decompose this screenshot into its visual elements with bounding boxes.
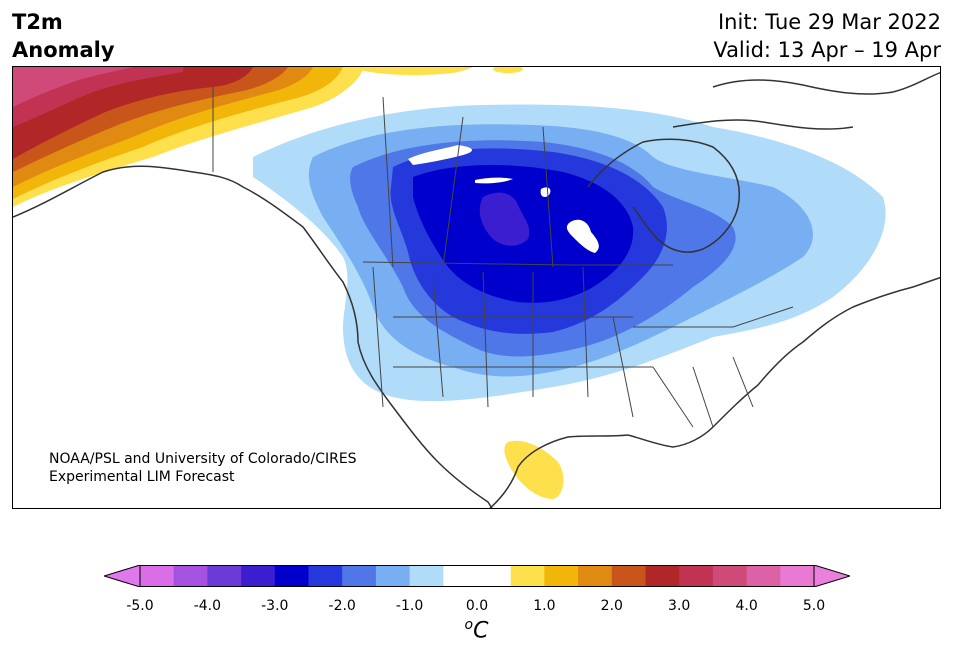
colorbar-cell [140,565,175,587]
colorbar-cell [308,565,343,587]
colorbar-cell [510,565,545,587]
colorbar-tick-label: 1.0 [533,598,556,614]
colorbar-under-arrow [104,565,141,587]
warm-anomaly-arctic-patch-2 [493,67,523,73]
unit-superscript: o [464,617,474,633]
colorbar-tick-label: -3.0 [261,598,289,614]
colorbar-cell [443,565,478,587]
anomaly-map [12,66,941,509]
colorbar-cell [611,565,646,587]
colorbar-cell [409,565,444,587]
colorbar-tick-label: 5.0 [802,598,826,614]
map-title: T2m Anomaly [12,8,115,64]
colorbar [104,565,850,587]
state-province-borders [212,87,794,428]
warm-anomaly-mexico-patch [504,440,564,499]
colorbar-unit: oC [0,617,953,643]
title-line-1: T2m [12,10,63,34]
warm-anomaly-arctic-patch [348,67,473,75]
warm-anomaly-level-7 [13,67,133,107]
title-line-2: Anomaly [12,38,115,62]
map-canvas [13,67,940,508]
colorbar-cell [544,565,579,587]
colorbar-cell [207,565,242,587]
colorbar-cell [274,565,309,587]
colorbar-tick-label: -2.0 [328,598,356,614]
colorbar-cell [712,565,748,587]
colorbar-tick-label: -4.0 [193,598,222,614]
colorbar-cell [477,565,512,587]
colorbar-tick-label: -5.0 [126,598,154,614]
unit-base: C [473,618,489,644]
colorbar-cell [173,565,208,587]
colorbar-cell [780,565,815,587]
colorbar-cell [241,565,276,587]
colorbar-cells [140,565,815,587]
colorbar-cell [746,565,781,587]
valid-period: Valid: 13 Apr – 19 Apr [713,38,941,62]
coastline-outline [13,71,940,508]
colorbar-cell [679,565,714,587]
colorbar-cell [578,565,613,587]
colorbar-cell [375,565,411,587]
great-bear-lake [408,145,473,165]
colorbar-cell [645,565,680,587]
credit-text: NOAA/PSL and University of Colorado/CIRE… [49,450,357,486]
colorbar-cell [342,565,377,587]
credit-line-1: NOAA/PSL and University of Colorado/CIRE… [49,451,357,467]
colorbar-over-arrow [813,565,850,587]
forecast-dates: Init: Tue 29 Mar 2022 Valid: 13 Apr – 19… [713,8,941,64]
init-date: Init: Tue 29 Mar 2022 [717,10,941,34]
colorbar-tick-label: 3.0 [668,598,691,614]
colorbar-tick-label: 2.0 [600,598,623,614]
credit-line-2: Experimental LIM Forecast [49,469,235,485]
colorbar-tick-label: 4.0 [735,598,758,614]
colorbar-tick-label: 0.0 [465,598,489,614]
colorbar-outline [139,565,815,587]
cold-anomaly-level-6 [479,192,530,246]
lake-winnipeg [566,219,599,253]
great-slave-lake [475,177,513,184]
colorbar-ticks: -5.0 -4.0 -3.0 -2.0 -1.0 0.0 1.0 2.0 3.0 4.0 5.0 [0,598,953,618]
colorbar-tick-label: -1.0 [395,598,424,614]
